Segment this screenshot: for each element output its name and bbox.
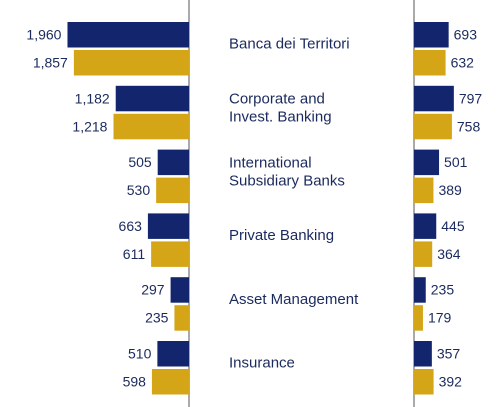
bar	[414, 85, 454, 112]
value-label: 235	[431, 282, 455, 298]
value-label: 1,218	[72, 118, 107, 134]
bar	[157, 149, 189, 176]
bar	[414, 149, 440, 176]
value-label: 501	[444, 154, 468, 170]
value-label: 797	[459, 90, 483, 106]
bar	[414, 241, 433, 267]
bar	[174, 305, 189, 331]
bar	[414, 177, 434, 204]
value-label: 389	[438, 182, 462, 198]
value-label: 364	[437, 246, 461, 262]
category-label: Asset Management	[229, 291, 359, 308]
value-label: 235	[145, 310, 169, 326]
value-label: 632	[451, 54, 475, 70]
bar	[414, 213, 437, 239]
bar	[170, 277, 189, 303]
bar	[414, 369, 434, 395]
value-label: 1,960	[26, 26, 61, 42]
value-label: 445	[441, 218, 465, 234]
bar	[414, 22, 449, 48]
bar	[156, 177, 189, 204]
category-label: Banca dei Territori	[229, 36, 350, 53]
bar	[151, 369, 189, 395]
value-label: 179	[428, 310, 452, 326]
category-label: Insurance	[229, 355, 295, 372]
value-label: 598	[123, 373, 147, 389]
value-label: 530	[127, 182, 151, 198]
value-label: 297	[141, 282, 165, 298]
category-label: Corporate and Invest. Banking	[229, 91, 332, 126]
bar	[73, 50, 189, 76]
bar	[157, 341, 189, 367]
value-label: 510	[128, 345, 152, 361]
bar	[414, 50, 446, 76]
bar	[151, 241, 189, 267]
bar	[67, 22, 189, 48]
bar	[414, 305, 423, 331]
bar	[414, 277, 426, 303]
value-label: 505	[128, 154, 152, 170]
value-label: 693	[454, 26, 478, 42]
bar	[414, 113, 452, 140]
value-label: 611	[123, 246, 146, 262]
value-label: 357	[437, 345, 461, 361]
bar	[113, 113, 189, 140]
value-label: 1,857	[33, 54, 68, 70]
value-label: 1,182	[75, 90, 110, 106]
bar	[115, 85, 189, 112]
category-label: International Subsidiary Banks	[229, 154, 345, 189]
value-label: 758	[457, 118, 481, 134]
bar	[414, 341, 432, 367]
value-label: 392	[439, 373, 463, 389]
bar	[147, 213, 189, 239]
value-label: 663	[119, 218, 143, 234]
category-label: Private Banking	[229, 227, 334, 244]
